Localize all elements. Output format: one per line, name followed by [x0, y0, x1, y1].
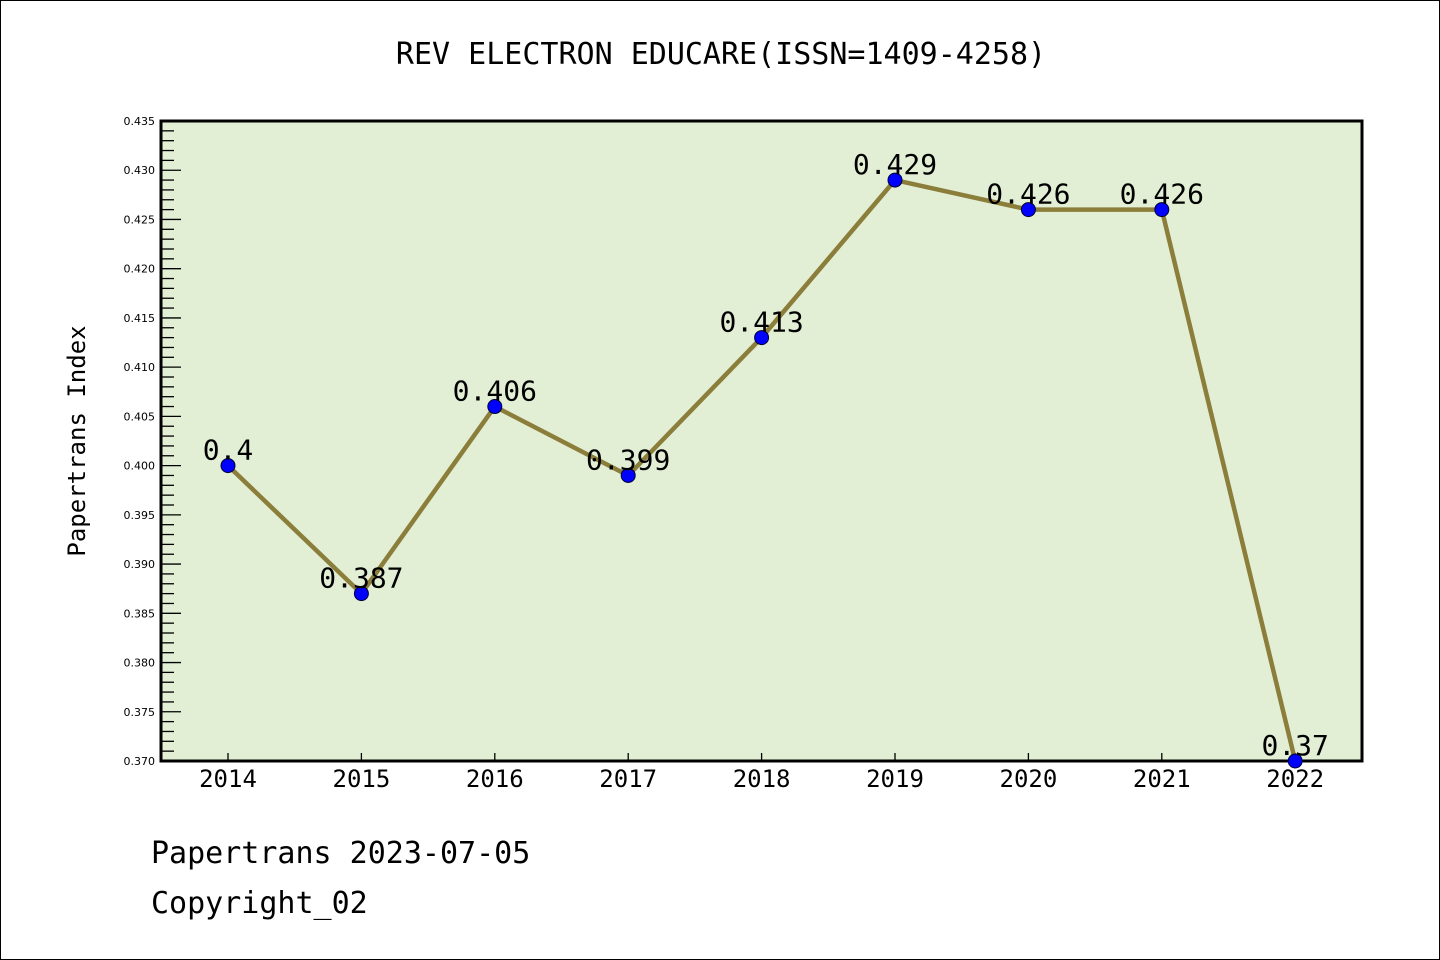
data-point — [887, 172, 903, 188]
data-point — [487, 399, 503, 415]
y-tick-label: 0.370 — [124, 755, 156, 768]
data-point — [353, 586, 369, 602]
data-label: 0.37 — [1261, 729, 1328, 762]
x-tick-label: 2014 — [199, 765, 257, 793]
x-tick-label: 2017 — [599, 765, 657, 793]
data-label: 0.399 — [586, 443, 670, 476]
data-label: 0.429 — [853, 148, 937, 181]
y-tick-label: 0.380 — [124, 657, 156, 670]
y-tick-label: 0.430 — [124, 164, 156, 177]
y-tick-label: 0.435 — [124, 115, 156, 128]
y-tick-label: 0.390 — [124, 558, 156, 571]
data-point — [754, 330, 770, 346]
x-tick-label: 2016 — [466, 765, 524, 793]
data-point — [220, 458, 236, 474]
footer-copyright: Copyright_02 — [151, 886, 368, 921]
data-label: 0.4 — [203, 434, 254, 467]
y-tick-label: 0.395 — [124, 509, 156, 522]
data-label: 0.426 — [986, 178, 1070, 211]
y-tick-label: 0.410 — [124, 361, 156, 374]
x-tick-label: 2021 — [1133, 765, 1191, 793]
footer-date: Papertrans 2023-07-05 — [151, 836, 531, 871]
plot-area — [161, 121, 1362, 761]
data-label: 0.426 — [1120, 178, 1204, 211]
x-tick-label: 2022 — [1266, 765, 1324, 793]
y-tick-label: 0.400 — [124, 460, 156, 473]
x-tick-label: 2019 — [866, 765, 924, 793]
x-tick-label: 2015 — [333, 765, 391, 793]
y-tick-label: 0.375 — [124, 706, 156, 719]
y-axis-label: Papertrans Index — [63, 325, 91, 556]
data-point — [1154, 202, 1170, 218]
y-tick-label: 0.420 — [124, 263, 156, 276]
plot-border — [159, 119, 1364, 763]
data-point — [1287, 753, 1303, 769]
chart-title: REV ELECTRON EDUCARE(ISSN=1409-4258) — [395, 37, 1047, 72]
data-label: 0.406 — [453, 375, 537, 408]
data-label: 0.413 — [719, 306, 803, 339]
data-label: 0.387 — [319, 562, 403, 595]
x-tick-label: 2018 — [733, 765, 791, 793]
y-tick-label: 0.385 — [124, 607, 156, 620]
x-tick-label: 2020 — [1000, 765, 1058, 793]
y-tick-label: 0.415 — [124, 312, 156, 325]
data-point — [620, 467, 636, 483]
y-tick-label: 0.425 — [124, 213, 156, 226]
data-point — [1020, 202, 1036, 218]
y-tick-label: 0.405 — [124, 410, 156, 423]
